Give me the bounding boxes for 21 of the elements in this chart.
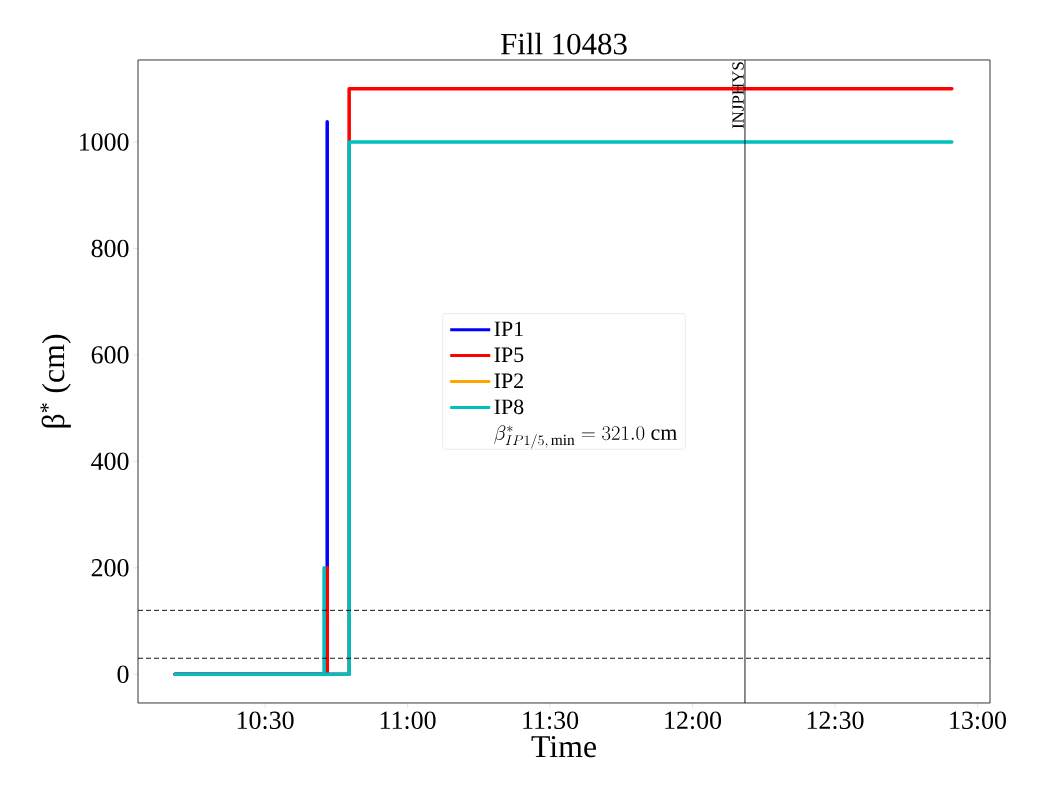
x-tick-label: 12:30 [807, 711, 864, 730]
y-tick-label: 1000 [79, 133, 129, 151]
y-tick-label: 800 [91, 239, 129, 258]
x-tick-label: 12:00 [665, 711, 722, 730]
legend-label: IP5 [494, 347, 524, 363]
chart-title: Fill 10483 [500, 32, 627, 55]
legend-label: IP8 [494, 399, 524, 415]
y-tick-label: 600 [91, 346, 129, 364]
x-tick-label: 11:00 [380, 711, 436, 730]
y-tick-label: 0 [117, 665, 129, 683]
x-tick-label: 11:30 [523, 711, 579, 730]
x-tick-label: 13:00 [950, 711, 1006, 730]
y-axis-title: β$^{*}$ (cm) [40, 334, 71, 428]
x-tick-label: 10:30 [237, 711, 294, 730]
y-tick-label: 200 [91, 559, 129, 577]
x-axis-title: Time [531, 735, 597, 758]
annotation: $\beta^{*}_{IP1/5,\,\min}=321.0\ \mathrm{cm}$ [494, 425, 677, 449]
y-tick-label: 400 [91, 452, 129, 471]
legend-label: IP2 [494, 373, 523, 388]
ref-line-label: INJPHYS [732, 62, 744, 129]
legend-label: IP1 [494, 321, 523, 337]
